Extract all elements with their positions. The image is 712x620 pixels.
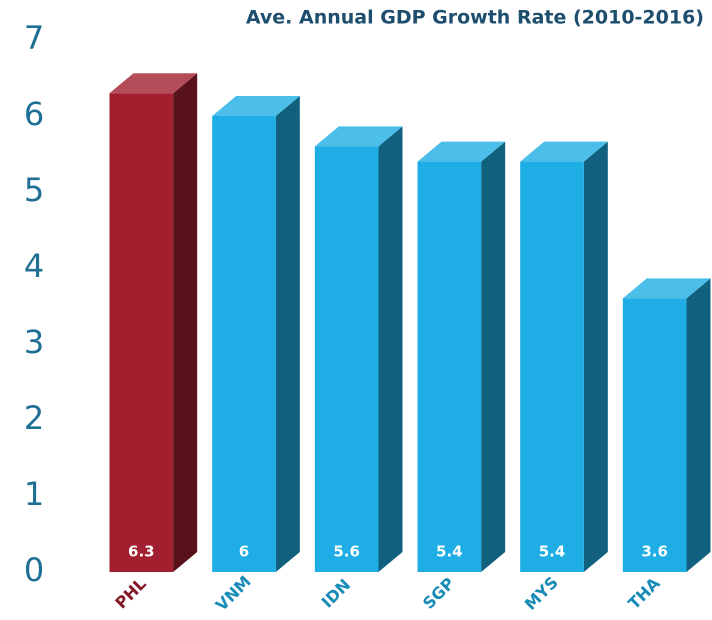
- y-tick-label: 6: [24, 95, 44, 133]
- x-tick-label: MYS: [521, 573, 562, 614]
- bar: [109, 73, 198, 572]
- data-label: 6: [239, 543, 249, 561]
- bar-top: [109, 73, 198, 94]
- bar-front: [520, 161, 584, 572]
- x-tick-label: THA: [624, 573, 664, 613]
- x-tick-label: IDN: [318, 575, 355, 612]
- y-tick-label: 5: [24, 171, 44, 209]
- bar-side: [583, 141, 608, 572]
- x-tick-label: PHL: [111, 574, 149, 612]
- bar-front: [109, 93, 174, 572]
- data-label: 6.3: [128, 543, 155, 561]
- y-tick-label: 7: [24, 19, 44, 57]
- x-tick-label: VNM: [212, 572, 255, 615]
- y-tick-label: 1: [24, 475, 44, 513]
- bar-front: [212, 116, 276, 572]
- bar: [622, 278, 711, 572]
- data-label: 5.4: [436, 543, 463, 561]
- bar: [212, 96, 300, 572]
- bar: [314, 126, 403, 573]
- bar: [520, 141, 608, 572]
- y-tick-label: 0: [24, 551, 44, 589]
- bar-top: [212, 96, 300, 116]
- bar-side: [378, 126, 403, 573]
- data-label: 3.6: [641, 543, 668, 561]
- bar-top: [314, 126, 403, 147]
- bar-side: [275, 96, 300, 572]
- bar-front: [417, 161, 482, 572]
- bar-side: [481, 141, 506, 572]
- y-tick-label: 3: [24, 323, 44, 361]
- y-tick-label: 4: [24, 247, 44, 285]
- y-tick-label: 2: [24, 399, 44, 437]
- bar-front: [622, 298, 687, 572]
- bar-top: [417, 141, 506, 162]
- x-tick-label: SGP: [419, 574, 458, 613]
- bar-front: [314, 146, 379, 572]
- bar-top: [520, 141, 608, 162]
- bar: [417, 141, 506, 572]
- chart-title: Ave. Annual GDP Growth Rate (2010-2016): [246, 7, 704, 29]
- bar-top: [622, 278, 711, 299]
- bar-side: [173, 73, 198, 572]
- data-label: 5.6: [333, 543, 360, 561]
- data-label: 5.4: [539, 543, 566, 561]
- bar-side: [686, 278, 711, 572]
